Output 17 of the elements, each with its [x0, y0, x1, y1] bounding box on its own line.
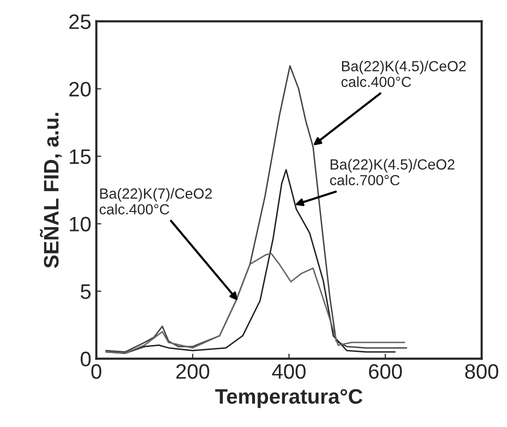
- y-tick-label: 0: [80, 352, 91, 366]
- x-tick-label: 400: [272, 364, 306, 379]
- annotation: Ba(22)K(4.5)/CeO2 calc.700°C: [330, 158, 454, 186]
- annotation: Ba(22)K(4.5)/CeO2 calc.400°C: [341, 60, 466, 88]
- x-tick-label: 200: [176, 364, 210, 379]
- x-tick-label: 600: [369, 364, 402, 379]
- x-tick-label: 800: [465, 364, 498, 379]
- y-tick-label: 15: [70, 150, 91, 164]
- y-tick-label: 25: [69, 14, 91, 30]
- x-tick-label: 0: [91, 364, 102, 379]
- x-axis-title: Temperatura°C: [215, 389, 362, 408]
- y-tick-label: 20: [69, 82, 91, 97]
- y-tick-label: 5: [80, 284, 91, 299]
- y-axis-title: SEÑAL FID, a.u.: [40, 112, 62, 268]
- y-tick-label: 10: [70, 216, 91, 232]
- annotation: Ba(22)K(7)/CeO2 calc.400°C: [100, 188, 212, 214]
- line-series: [105, 252, 406, 354]
